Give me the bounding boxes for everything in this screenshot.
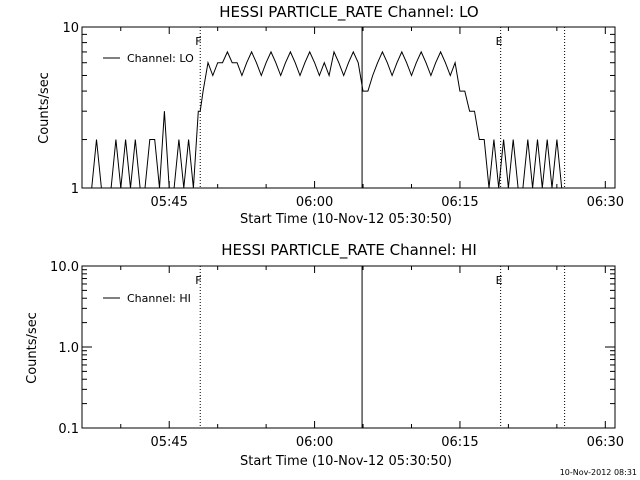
flag-label: E — [496, 274, 503, 287]
y-axis: 1 10 — [62, 21, 615, 197]
legend-entry: Channel: LO — [127, 52, 194, 65]
marker-lines — [199, 266, 566, 428]
x-axis-label: Start Time (10-Nov-12 05:30:50) — [240, 454, 452, 469]
x-axis: 05:45 06:00 06:15 06:30 — [120, 27, 624, 210]
x-tick-label: 06:15 — [441, 195, 478, 210]
y-axis-label: Counts/sec — [25, 312, 40, 384]
y-axis: 0.1 1.0 10.0 — [50, 260, 615, 437]
flag-label: F — [195, 35, 201, 48]
legend-entry: Channel: HI — [127, 292, 191, 305]
y-axis-label: Counts/sec — [37, 72, 52, 144]
x-tick-label: 06:00 — [296, 195, 333, 210]
x-tick-label: 05:45 — [150, 435, 187, 450]
plot-frame — [81, 265, 616, 429]
chart-panel-lo: HESSI PARTICLE_RATE Channel: LO 05:45 06:… — [37, 3, 624, 227]
x-tick-label: 06:00 — [296, 435, 333, 450]
chart-panel-hi: HESSI PARTICLE_RATE Channel: HI 05:45 06:… — [25, 241, 624, 469]
y-tick-label: 0.1 — [58, 422, 79, 437]
chart-title: HESSI PARTICLE_RATE Channel: LO — [219, 3, 478, 22]
x-axis-label: Start Time (10-Nov-12 05:30:50) — [240, 212, 452, 227]
series-group — [86, 50, 563, 189]
plot-frame — [81, 26, 616, 189]
x-tick-label: 05:45 — [150, 195, 187, 210]
flag-label: F — [195, 274, 201, 287]
y-tick-label: 10.0 — [50, 260, 79, 275]
y-tick-label: 10 — [62, 21, 79, 36]
chart-title: HESSI PARTICLE_RATE Channel: HI — [221, 241, 477, 260]
x-tick-label: 06:30 — [587, 195, 624, 210]
y-tick-label: 1 — [71, 182, 79, 197]
x-axis: 05:45 06:00 06:15 06:30 — [120, 266, 624, 450]
x-tick-label: 06:15 — [441, 435, 478, 450]
marker-lines — [199, 27, 566, 188]
y-tick-label: 1.0 — [58, 341, 79, 356]
flag-markers: EFE — [195, 35, 503, 48]
series-line — [86, 50, 563, 189]
legend: Channel: HI — [103, 292, 191, 305]
legend: Channel: LO — [103, 52, 194, 65]
x-tick-label: 06:30 — [587, 435, 624, 450]
timestamp: 10-Nov-2012 08:31 — [560, 468, 637, 477]
flag-markers: EFE — [195, 274, 503, 287]
flag-label: E — [496, 35, 503, 48]
